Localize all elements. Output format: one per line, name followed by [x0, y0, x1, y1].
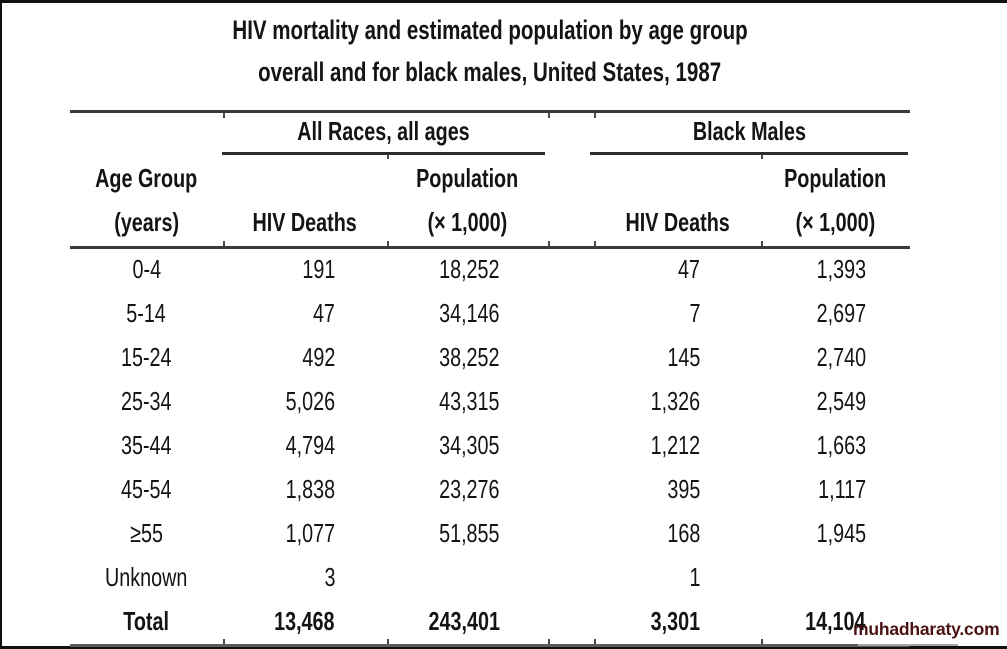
table-cell-age: 25-34: [121, 385, 172, 416]
rule-tick: [548, 639, 550, 644]
title-line-2: overall and for black males, United Stat…: [258, 57, 722, 87]
column-header-age-group: Age Group: [95, 162, 198, 193]
table-row: 5-14 47 34,146 7 2,697: [70, 291, 910, 335]
table-cell-all_pop: 51,855: [439, 518, 500, 549]
rule-tick: [594, 241, 596, 246]
table-cell-age: 5-14: [126, 297, 167, 328]
rule-tick: [223, 241, 225, 246]
table-cell-all_pop: 243,401: [428, 606, 500, 637]
crop-edge-left: [0, 0, 2, 649]
page-title: HIV mortality and estimated population b…: [70, 9, 910, 93]
rule-tick: [761, 241, 763, 246]
rule-tick: [223, 639, 225, 644]
table-cell-bm_pop: 2,740: [816, 341, 866, 372]
table-row: 15-24 492 38,252 145 2,740: [70, 335, 910, 379]
data-table: All Races, all ages Black Males Age Grou…: [70, 110, 910, 647]
table-cell-bm_hiv: 1: [689, 562, 700, 593]
table-rows: 0-4 191 18,252 47 1,393 5-14 47 34,146 7 2,697 15-…: [70, 247, 910, 644]
table-row: 45-54 1,838 23,276 395 1,117: [70, 467, 910, 511]
table-cell-all_hiv: 3: [324, 562, 335, 593]
table-row: Total 13,468 243,401 3,301 14,104: [70, 600, 910, 644]
rule-tick: [223, 113, 225, 118]
table-cell-all_hiv: 492: [302, 341, 335, 372]
rule-tick: [387, 639, 389, 644]
rule-tick: [761, 155, 763, 159]
table-cell-bm_pop: 1,393: [816, 253, 866, 284]
table-rule-header-bottom: [70, 246, 910, 249]
group-underline-all-races: [222, 152, 545, 155]
table-cell-all_pop: 43,315: [439, 385, 500, 416]
table-cell-all_pop: 23,276: [439, 474, 500, 505]
table-row: 0-4 191 18,252 47 1,393: [70, 247, 910, 291]
table-cell-bm_pop: 1,663: [816, 429, 866, 460]
table-cell-all_hiv: 191: [302, 253, 335, 284]
title-line-1: HIV mortality and estimated population b…: [232, 15, 748, 45]
table-cell-bm_hiv: 1,326: [650, 385, 700, 416]
table-cell-all_hiv: 5,026: [285, 385, 335, 416]
table-cell-bm_pop: 14,104: [805, 606, 866, 637]
column-group-header-all-races: All Races, all ages: [297, 115, 470, 146]
rule-tick: [761, 639, 763, 644]
table-cell-age: 35-44: [121, 429, 172, 460]
column-header-population-all: Population: [416, 162, 519, 193]
column-header-population-black-males: Population: [784, 162, 887, 193]
rule-tick: [387, 241, 389, 246]
table-cell-bm_pop: 1,945: [816, 518, 866, 549]
table-cell-bm_hiv: 47: [678, 253, 700, 284]
table-cell-age: Total: [123, 606, 170, 637]
group-underline-black-males: [590, 152, 908, 155]
table-cell-bm_hiv: 145: [667, 341, 700, 372]
table-cell-bm_hiv: 7: [689, 297, 700, 328]
watermark-underline: [858, 644, 958, 646]
table-cell-bm_pop: 1,117: [818, 474, 866, 505]
table-cell-all_pop: 18,252: [439, 253, 500, 284]
table-cell-bm_pop: 2,697: [816, 297, 866, 328]
watermark-text: muhadharaty.com: [853, 619, 1000, 639]
table-cell-bm_hiv: 395: [667, 474, 700, 505]
table-cell-all_pop: 34,305: [439, 429, 500, 460]
table-row: 35-44 4,794 34,305 1,212 1,663: [70, 423, 910, 467]
table-cell-age: 15-24: [121, 341, 172, 372]
crop-edge-bottom: [0, 646, 1007, 649]
table-cell-all_pop: 34,146: [439, 297, 500, 328]
column-group-header-black-males: Black Males: [692, 115, 806, 146]
rule-tick: [548, 241, 550, 246]
rule-tick: [387, 155, 389, 159]
table-cell-age: ≥55: [130, 518, 163, 549]
column-header-population-scale-black-males: (× 1,000): [795, 206, 876, 237]
table-cell-bm_hiv: 1,212: [650, 429, 700, 460]
table-row: 25-34 5,026 43,315 1,326 2,549: [70, 379, 910, 423]
rule-tick: [594, 639, 596, 644]
rule-tick: [548, 113, 550, 118]
table-cell-all_hiv: 4,794: [285, 429, 335, 460]
table-cell-all_hiv: 1,838: [285, 474, 335, 505]
table-cell-age: 45-54: [121, 474, 172, 505]
table-cell-bm_pop: 2,549: [816, 385, 866, 416]
table-row: ≥55 1,077 51,855 168 1,945: [70, 512, 910, 556]
table-row: Unknown 3 1: [70, 556, 910, 600]
table-cell-bm_hiv: 3,301: [650, 606, 700, 637]
table-cell-age: Unknown: [105, 562, 188, 593]
table-cell-age: 0-4: [132, 253, 161, 284]
column-header-population-scale-all: (× 1,000): [427, 206, 508, 237]
table-cell-all_hiv: 1,077: [285, 518, 335, 549]
column-header-hiv-deaths-black-males: HIV Deaths: [625, 206, 730, 237]
table-cell-bm_pop: [70, 556, 866, 600]
table-cell-all_pop: 38,252: [439, 341, 500, 372]
table-rule-bottom: [70, 644, 910, 647]
table-rule-top: [70, 110, 910, 113]
rule-tick: [594, 113, 596, 118]
column-header-age-group-units: (years): [114, 206, 179, 237]
table-cell-bm_hiv: 168: [667, 518, 700, 549]
table-cell-all_hiv: 47: [313, 297, 335, 328]
crop-edge-top: [0, 0, 1007, 3]
column-header-hiv-deaths-all: HIV Deaths: [252, 206, 358, 237]
table-cell-all_hiv: 13,468: [274, 606, 335, 637]
